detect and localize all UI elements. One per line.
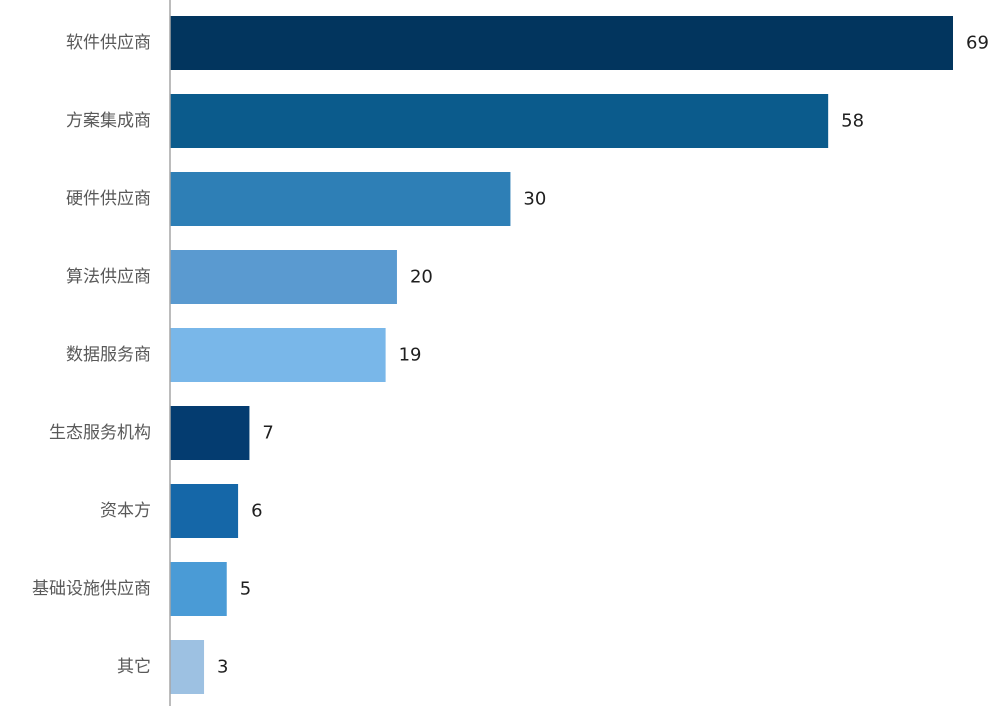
value-label: 6 — [251, 501, 262, 522]
bar-2 — [170, 94, 829, 148]
bar-9 — [170, 640, 205, 694]
category-label: 软件供应商 — [66, 33, 151, 53]
value-label: 7 — [262, 423, 273, 444]
value-label: 58 — [841, 111, 864, 132]
value-label: 20 — [410, 267, 433, 288]
category-label: 生态服务机构 — [49, 423, 151, 443]
value-label: 3 — [217, 657, 228, 678]
category-label: 硬件供应商 — [66, 189, 151, 209]
value-label: 19 — [399, 345, 422, 366]
bar-5 — [170, 328, 386, 382]
category-label: 资本方 — [100, 501, 151, 521]
value-label: 5 — [240, 579, 251, 600]
bar-4 — [170, 250, 397, 304]
value-label: 69 — [966, 33, 989, 54]
bar-8 — [170, 562, 227, 616]
category-label: 方案集成商 — [66, 111, 151, 131]
bar-3 — [170, 172, 511, 226]
bar-6 — [170, 406, 250, 460]
bar-7 — [170, 484, 239, 538]
value-label: 30 — [523, 189, 546, 210]
category-label: 算法供应商 — [66, 267, 151, 287]
category-label: 基础设施供应商 — [32, 579, 151, 599]
bar-1 — [170, 16, 953, 70]
category-label: 其它 — [117, 657, 151, 677]
category-label: 数据服务商 — [66, 345, 151, 365]
